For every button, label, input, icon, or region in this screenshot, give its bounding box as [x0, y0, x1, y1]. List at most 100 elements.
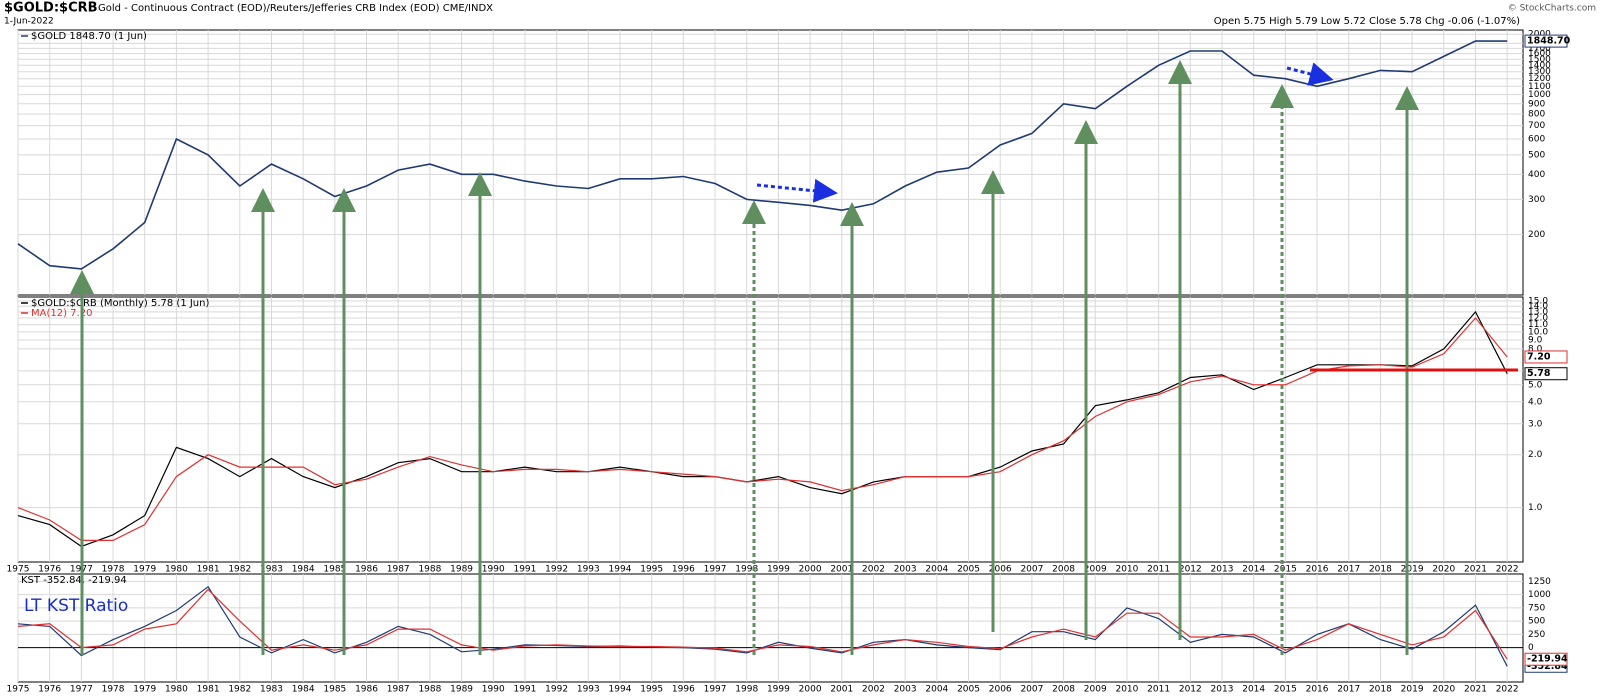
x-tick-label: 1988 [418, 565, 441, 575]
x-tick-label: 1998 [735, 565, 758, 575]
annotations [70, 60, 1518, 655]
y-tick-label: 900 [1528, 99, 1545, 109]
x-tick-label: 2009 [1084, 565, 1107, 575]
x-tick-label: 2000 [799, 685, 822, 695]
x-tick-label: 2018 [1369, 565, 1392, 575]
x-tick-label: 2005 [957, 565, 980, 575]
y-tick-label: 400 [1528, 170, 1545, 180]
x-tick-label: 1982 [228, 685, 251, 695]
x-tick-label: 1990 [482, 685, 505, 695]
series-line [17, 588, 1508, 660]
plot-area: 2003004005006007008009001000110012001300… [7, 29, 1571, 695]
x-tick-label: 2013 [1211, 685, 1234, 695]
x-tick-label: 2004 [925, 565, 948, 575]
credit: © StockCharts.com [1508, 4, 1596, 14]
x-tick-label: 1996 [672, 565, 695, 575]
x-tick-label: 2022 [1496, 685, 1519, 695]
x-tick-label: 2003 [894, 685, 917, 695]
y-tick-label: 750 [1528, 603, 1545, 613]
y-tick-label: 200 [1528, 230, 1545, 240]
x-tick-label: 2014 [1242, 565, 1265, 575]
legend-label: $GOLD:$CRB (Monthly) 5.78 (1 Jun) [31, 298, 209, 309]
value-label: -219.94 [1527, 654, 1568, 665]
x-tick-label: 1985 [323, 565, 346, 575]
y-tick-label: 500 [1528, 150, 1545, 160]
series-line [17, 317, 1508, 541]
x-tick-label: 2010 [1115, 565, 1138, 575]
x-tick-label: 1983 [260, 685, 283, 695]
x-tick-label: 2022 [1496, 565, 1519, 575]
x-tick-label: 1996 [672, 685, 695, 695]
series-line [17, 310, 1508, 548]
x-tick-label: 2019 [1401, 685, 1424, 695]
x-tick-label: 2018 [1369, 685, 1392, 695]
legend-label: $GOLD 1848.70 (1 Jun) [31, 31, 147, 42]
x-tick-label: 1991 [513, 685, 536, 695]
x-tick-label: 1975 [7, 685, 30, 695]
value-label-box [1524, 34, 1568, 48]
y-tick-label: 1100 [1528, 82, 1551, 92]
trend-arrow [1286, 62, 1334, 86]
x-tick-label: 2007 [1020, 685, 1043, 695]
x-tick-label: 2011 [1147, 685, 1170, 695]
x-tick-label: 1989 [450, 565, 473, 575]
legend-label: MA(12) 7.20 [31, 308, 92, 319]
y-tick-label: 4.0 [1528, 397, 1543, 407]
x-tick-label: 1993 [577, 685, 600, 695]
x-tick-label: 1981 [197, 565, 220, 575]
panel-title: LT KST Ratio [24, 596, 128, 616]
x-tick-label: 2020 [1432, 565, 1455, 575]
value-label: 5.78 [1527, 368, 1551, 379]
x-tick-label: 1976 [38, 685, 61, 695]
x-tick-label: 1980 [165, 685, 188, 695]
value-label: 7.20 [1527, 351, 1551, 362]
x-tick-label: 1992 [545, 685, 568, 695]
x-tick-label: 1989 [450, 685, 473, 695]
x-tick-label: 1988 [418, 685, 441, 695]
x-tick-label: 2017 [1337, 685, 1360, 695]
y-tick-label: 1000 [1528, 590, 1551, 600]
value-label-box [1524, 350, 1568, 364]
x-tick-label: 1986 [355, 685, 378, 695]
x-tick-label: 1991 [513, 565, 536, 575]
y-tick-label: 1300 [1528, 67, 1551, 77]
x-tick-label: 2016 [1306, 565, 1329, 575]
x-tick-label: 1978 [102, 685, 125, 695]
x-tick-label: 1994 [609, 685, 632, 695]
x-tick-label: 2006 [989, 565, 1012, 575]
x-tick-label: 2013 [1211, 565, 1234, 575]
y-tick-label: 11.0 [1528, 320, 1548, 330]
y-tick-label: 700 [1528, 121, 1545, 131]
y-tick-label: 600 [1528, 135, 1545, 145]
x-tick-label: 1979 [133, 685, 156, 695]
x-tick-label: 1998 [735, 685, 758, 695]
y-tick-label: 5.0 [1528, 380, 1543, 390]
x-tick-label: 1997 [704, 685, 727, 695]
value-label-box [1524, 652, 1568, 666]
x-tick-label: 1999 [767, 565, 790, 575]
x-tick-label: 1983 [260, 565, 283, 575]
x-tick-label: 2005 [957, 685, 980, 695]
y-tick-label: 500 [1528, 617, 1545, 627]
date: 1-Jun-2022 [4, 17, 54, 27]
x-tick-label: 2008 [1052, 565, 1075, 575]
x-tick-label: 2009 [1084, 685, 1107, 695]
y-tick-label: 8.0 [1528, 344, 1543, 354]
x-tick-label: 2015 [1274, 565, 1297, 575]
y-tick-label: 3.0 [1528, 419, 1543, 429]
x-tick-label: 1999 [767, 685, 790, 695]
y-tick-label: 9.0 [1528, 335, 1543, 345]
x-tick-label: 1984 [292, 565, 315, 575]
x-tick-label: 1978 [102, 565, 125, 575]
trend-arrow [756, 178, 838, 203]
x-tick-label: 2010 [1115, 685, 1138, 695]
x-tick-label: 1986 [355, 565, 378, 575]
x-tick-label: 1979 [133, 565, 156, 575]
x-tick-label: 1995 [640, 565, 663, 575]
x-tick-label: 2004 [925, 685, 948, 695]
x-tick-label: 2001 [830, 685, 853, 695]
x-tick-label: 1985 [323, 685, 346, 695]
y-tick-label: 1200 [1528, 74, 1551, 84]
